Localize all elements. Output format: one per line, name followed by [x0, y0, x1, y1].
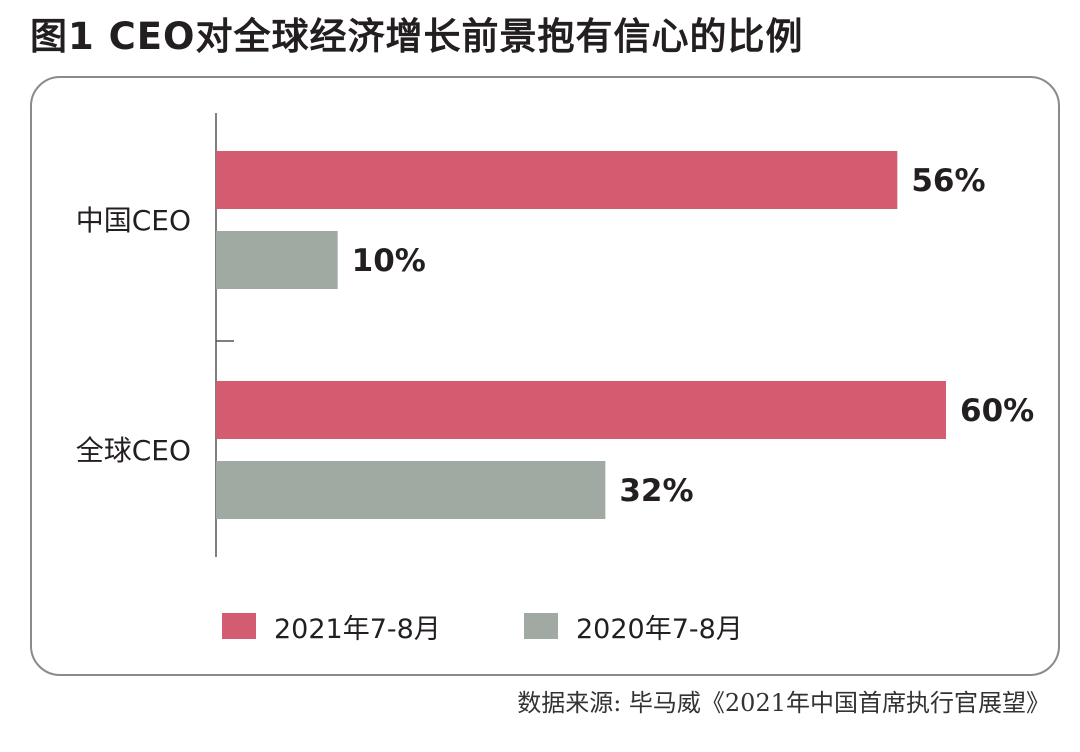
- bar: [216, 381, 946, 439]
- bar: [216, 231, 338, 289]
- legend-item-2020: 2020年7-8月: [524, 606, 743, 646]
- legend-label-2021: 2021年7-8月: [274, 613, 441, 645]
- bar: [216, 151, 898, 209]
- bar-value-label: 10%: [352, 243, 426, 279]
- legend-swatch-2020: [524, 613, 558, 639]
- chart-title: 图1 CEO对全球经济增长前景抱有信心的比例: [30, 15, 804, 58]
- bar-value-label: 56%: [911, 163, 985, 199]
- category-label: 中国CEO: [76, 204, 191, 237]
- legend-item-2021: 2021年7-8月: [222, 606, 441, 646]
- bar-value-label: 60%: [960, 393, 1034, 429]
- bar-value-label: 32%: [619, 473, 693, 509]
- chart-panel: [30, 76, 1060, 676]
- legend-label-2020: 2020年7-8月: [576, 613, 743, 645]
- category-label: 全球CEO: [76, 434, 191, 467]
- bar: [216, 461, 606, 519]
- data-source-note: 数据来源: 毕马威《2021年中国首席执行官展望》: [517, 689, 1050, 717]
- legend-swatch-2021: [222, 613, 256, 639]
